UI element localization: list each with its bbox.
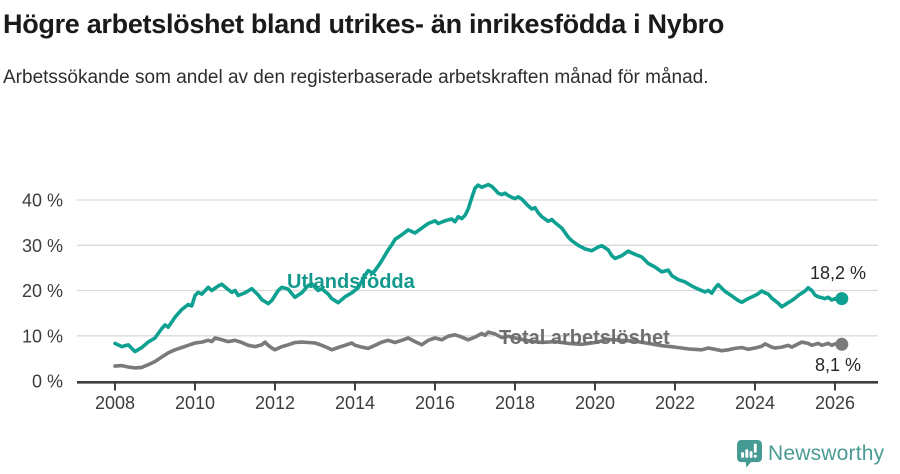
newsworthy-brand-text: Newsworthy xyxy=(768,442,885,465)
series-line-utlandsfodda xyxy=(113,182,844,354)
x-axis-labels: 2008 2010 2012 2014 2016 2018 2020 2022 2024 2026 xyxy=(95,393,855,413)
x-axis-tick-label: 2008 xyxy=(95,393,135,413)
series-end-dot-total xyxy=(835,337,849,351)
x-axis-tick-label: 2014 xyxy=(335,393,375,413)
newsworthy-logo-icon xyxy=(737,440,762,468)
y-axis-tick-label: 20 % xyxy=(22,281,63,301)
y-axis-tick-label: 10 % xyxy=(22,326,63,346)
series-label-utlandsfodda: Utlandsfödda xyxy=(287,271,415,293)
logo-exclamation-dot xyxy=(753,454,757,458)
footer-brand-link[interactable]: Newsworthy xyxy=(737,440,884,468)
gridlines xyxy=(77,199,878,337)
series-end-dot-utlandsfodda xyxy=(835,292,849,306)
logo-bar-2 xyxy=(745,449,749,458)
x-axis-tick-label: 2012 xyxy=(255,393,295,413)
y-axis-tick-label: 40 % xyxy=(22,191,63,211)
end-value-label-total-arbetsloshet: 8,1 % xyxy=(814,355,861,375)
x-axis-tick-label: 2020 xyxy=(575,393,615,413)
chart-title: Högre arbetslöshet bland utrikes- än inr… xyxy=(3,9,725,39)
chart-subtitle: Arbetssökande som andel av den registerb… xyxy=(3,67,709,88)
logo-bubble xyxy=(737,440,762,468)
end-value-label-utlandsfodda: 18,2 % xyxy=(809,263,866,283)
logo-bar-1 xyxy=(741,452,745,458)
logo-bar-3 xyxy=(749,451,753,458)
x-axis-tick-label: 2024 xyxy=(735,393,775,413)
y-axis-tick-label: 0 % xyxy=(32,372,63,392)
x-axis-tick-label: 2026 xyxy=(815,393,855,413)
y-axis-tick-label: 30 % xyxy=(22,236,63,256)
x-axis-tick-label: 2022 xyxy=(655,393,695,413)
x-axis-tick-label: 2018 xyxy=(495,393,535,413)
series-lines xyxy=(113,182,849,370)
series-label-total-arbetsloshet: Total arbetslöshet xyxy=(499,327,670,349)
logo-exclamation-bar xyxy=(753,443,757,453)
series-line-total xyxy=(113,330,844,370)
y-axis-labels: 0 % 10 % 20 % 30 % 40 % xyxy=(22,191,63,392)
x-axis-tick-label: 2010 xyxy=(175,393,215,413)
x-axis xyxy=(77,380,878,391)
x-axis-tick-label: 2016 xyxy=(415,393,455,413)
